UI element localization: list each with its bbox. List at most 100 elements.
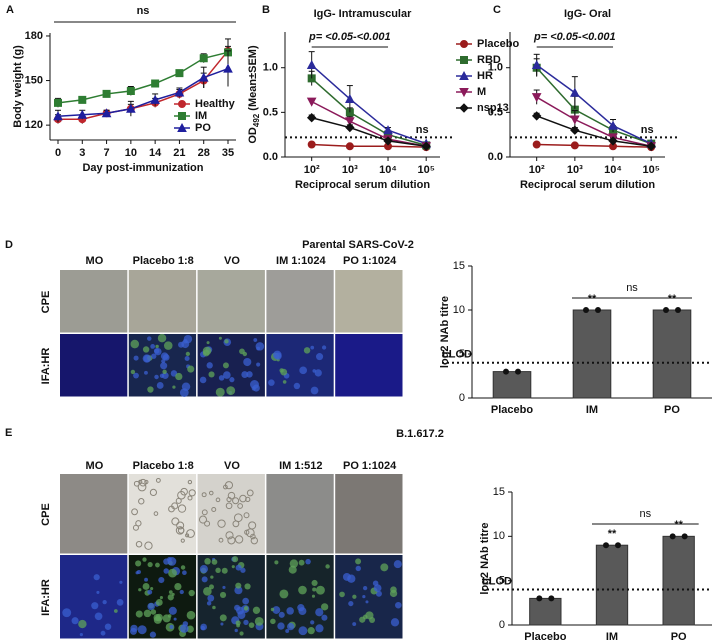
cell [355, 558, 362, 565]
annotation: p= <0.05-<0.001 [533, 31, 616, 43]
cell [162, 369, 167, 374]
bar [595, 544, 629, 626]
cell [147, 602, 155, 611]
y-tick-label: 15 [453, 260, 465, 272]
cell [167, 594, 174, 601]
data-point [675, 307, 681, 313]
cell [307, 627, 315, 635]
cell [293, 382, 301, 390]
cell [168, 590, 173, 595]
cell [237, 611, 246, 619]
marker [345, 122, 355, 133]
micrograph [128, 270, 197, 333]
cell [315, 624, 324, 633]
cell [167, 614, 172, 618]
legend-label: M [477, 86, 486, 98]
cell [163, 341, 173, 350]
cell [167, 557, 177, 566]
series-line [311, 143, 427, 148]
marker [175, 69, 184, 78]
bar [492, 371, 532, 399]
cell [133, 480, 140, 487]
series-line [57, 67, 229, 117]
x-tick-label: 10² [304, 164, 320, 176]
marker [54, 98, 62, 107]
cell [278, 611, 285, 618]
cell [229, 377, 235, 383]
cell [222, 362, 229, 369]
series-line [536, 143, 652, 148]
row-label: IFA:HR [40, 348, 52, 385]
cell [227, 536, 236, 545]
cell [218, 375, 225, 381]
cell [236, 623, 240, 628]
cell [390, 618, 400, 627]
y-tick-label: 0.0 [263, 151, 278, 163]
cell [199, 565, 208, 574]
column-label: Placebo 1:8 [133, 460, 194, 472]
legend-label: PO [195, 122, 211, 134]
data-point [536, 595, 543, 602]
cell [176, 521, 185, 530]
cell [348, 600, 354, 607]
legend-label: nsp13 [477, 102, 509, 114]
cell [155, 344, 159, 349]
cell [79, 632, 83, 637]
cell [279, 589, 289, 599]
x-tick-label: 10³ [567, 164, 583, 176]
cell [208, 371, 215, 378]
marker [102, 89, 111, 98]
bar [662, 535, 695, 626]
cell [162, 353, 170, 361]
row-label: CPE [40, 503, 52, 526]
series-line [536, 96, 652, 148]
cell [369, 617, 376, 623]
marker [531, 59, 542, 70]
cell [155, 562, 160, 568]
cell [231, 565, 235, 569]
y-tick-label: 0.0 [488, 151, 503, 163]
cell [171, 517, 180, 526]
series-line [536, 67, 652, 145]
marker [223, 63, 233, 73]
cell [133, 372, 139, 379]
marker [460, 56, 468, 64]
cell [198, 515, 208, 524]
y-axis-label-part: OD [247, 127, 259, 144]
row-label: IFA:HR [40, 579, 52, 616]
cell [142, 354, 152, 363]
cell [218, 537, 224, 543]
cell [243, 512, 250, 519]
data-point [603, 542, 609, 549]
cell [187, 495, 193, 501]
x-tick-label: 28 [198, 147, 210, 159]
cell [362, 595, 366, 599]
cell [180, 487, 188, 496]
bar [572, 309, 612, 399]
cell [150, 609, 157, 615]
cell [272, 606, 281, 614]
micrograph [128, 474, 197, 554]
x-axis-label: Day post-immunization [82, 162, 203, 174]
cell [100, 630, 106, 636]
column-label: VO [224, 460, 240, 472]
marker [306, 97, 317, 107]
cell [222, 585, 226, 590]
panel-label: E [5, 427, 12, 439]
marker [126, 103, 136, 113]
reference-label: LLOD [482, 575, 512, 587]
cell [186, 625, 194, 633]
cell [380, 563, 389, 572]
x-tick-label: 35 [222, 147, 234, 159]
marker [53, 111, 63, 121]
cell [204, 558, 211, 565]
cell [234, 628, 238, 633]
panel-label: D [5, 239, 13, 251]
x-tick-label: 10² [529, 164, 545, 176]
marker [174, 87, 185, 97]
panel-label: C [493, 4, 501, 16]
cell [135, 540, 143, 548]
column-label: IM 1:512 [279, 460, 322, 472]
x-tick-label: 10³ [342, 164, 358, 176]
x-tick-label: Placebo [524, 631, 566, 643]
